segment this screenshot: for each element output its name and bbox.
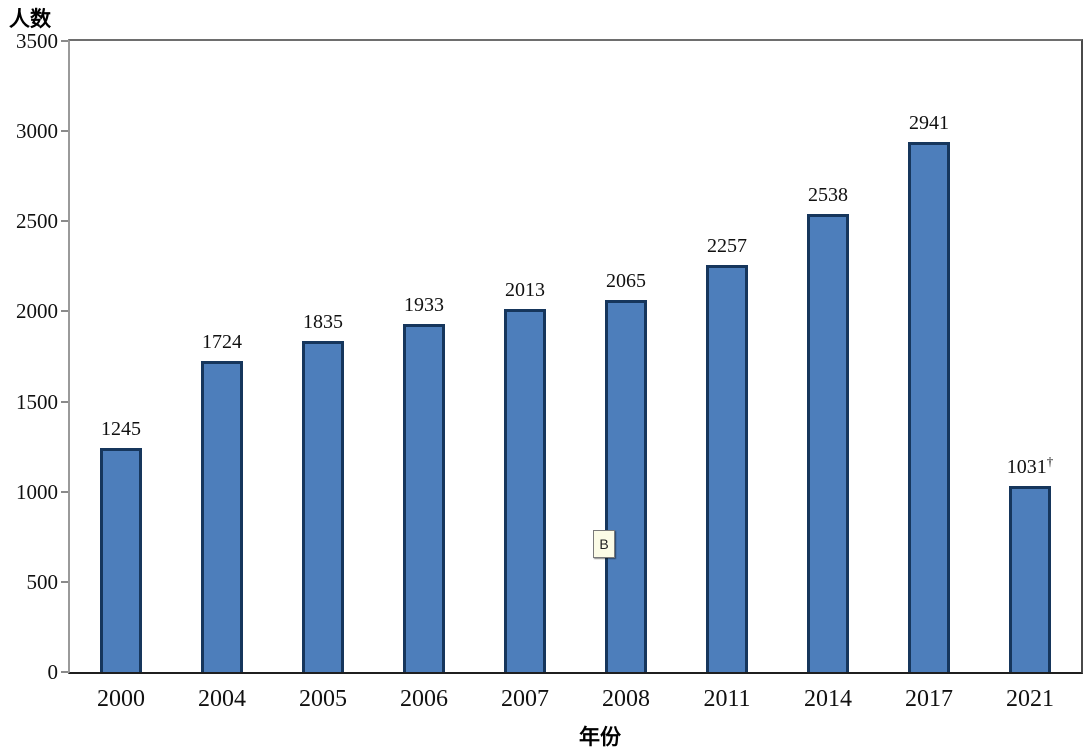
x-tick-label-2006: 2006 <box>400 686 448 712</box>
bar-value-label-2005: 1835 <box>303 311 343 333</box>
y-tick-label-3500: 3500 <box>16 29 58 53</box>
y-tick-mark <box>61 130 68 133</box>
bar-2000 <box>100 448 142 672</box>
y-tick-label-1000: 1000 <box>16 479 58 504</box>
y-axis-title: 人数 <box>9 7 51 31</box>
x-tick-label-2004: 2004 <box>198 686 246 712</box>
bar-value-label-2008: 2065 <box>606 270 646 292</box>
bar-value-label-2000: 1245 <box>101 418 141 440</box>
bar-2014 <box>807 214 849 672</box>
y-tick-mark <box>61 40 68 42</box>
x-tick-label-2011: 2011 <box>703 686 751 712</box>
tooltip-b-box: B <box>593 530 615 558</box>
x-tick-label-2007: 2007 <box>501 686 549 712</box>
bar-value-label-2017: 2941 <box>909 112 949 134</box>
bar-2005 <box>302 341 344 672</box>
x-tick-label-2008: 2008 <box>602 686 650 712</box>
bar-2007 <box>504 309 546 672</box>
bar-value-label-2014: 2538 <box>808 184 848 206</box>
y-tick-label-2000: 2000 <box>16 299 58 324</box>
bar-2021 <box>1009 486 1051 672</box>
y-tick-mark <box>61 490 68 493</box>
plot-area: 1245 1724 1835 1933 2013 2065 2257 2538 2941 1031… <box>68 39 1083 674</box>
y-tick-mark <box>61 310 68 313</box>
bar-2008 <box>605 300 647 672</box>
y-tick-mark <box>61 580 68 583</box>
bar-value-label-2011: 2257 <box>707 235 747 257</box>
x-tick-label-2014: 2014 <box>804 686 852 712</box>
bar-2004 <box>201 361 243 672</box>
x-tick-label-2000: 2000 <box>97 686 145 712</box>
y-tick-mark <box>61 400 68 403</box>
y-tick-mark <box>61 220 68 223</box>
y-tick-label-1500: 1500 <box>16 389 58 414</box>
y-tick-label-2500: 2500 <box>16 209 58 234</box>
x-tick-label-2005: 2005 <box>299 686 347 712</box>
y-tick-label-0: 0 <box>47 660 59 684</box>
y-tick-mark <box>61 671 68 673</box>
bar-value-label-2006: 1933 <box>404 294 444 316</box>
x-tick-label-2021: 2021 <box>1006 686 1054 712</box>
y-tick-label-500: 500 <box>26 569 59 594</box>
x-axis-title: 年份 <box>579 725 621 749</box>
bar-2017 <box>908 142 950 672</box>
bar-2011 <box>706 265 748 672</box>
bar-2006 <box>403 324 445 672</box>
y-tick-label-3000: 3000 <box>16 119 58 144</box>
bar-value-label-2004: 1724 <box>202 331 242 353</box>
bar-value-label-2007: 2013 <box>505 279 545 301</box>
bar-value-label-2021: 1031† <box>1006 453 1054 478</box>
x-tick-label-2017: 2017 <box>905 686 953 712</box>
